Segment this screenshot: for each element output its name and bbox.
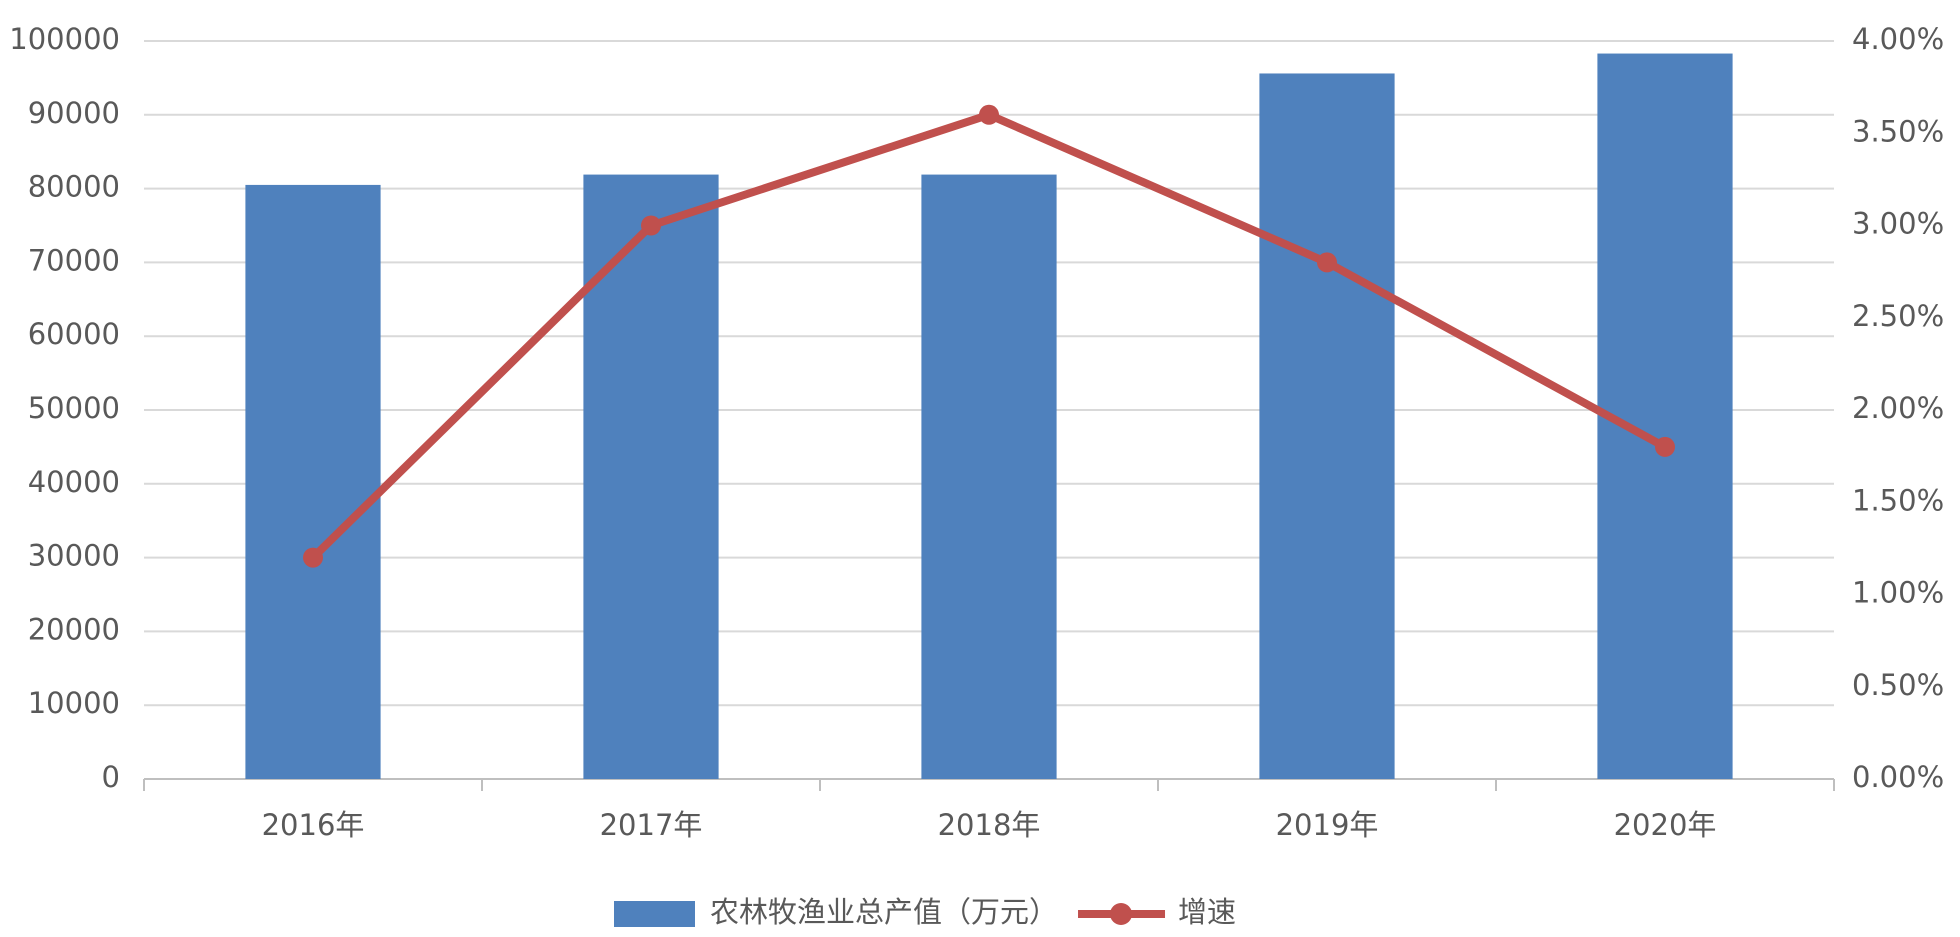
y-tick-label: 30000: [28, 539, 120, 573]
x-tick-label: 2017年: [600, 808, 703, 842]
legend-label: 农林牧渔业总产值（万元）: [710, 895, 1058, 929]
y2-tick-label: 2.00%: [1852, 391, 1944, 425]
x-tick-label: 2020年: [1614, 808, 1717, 842]
y-tick-label: 20000: [28, 612, 120, 646]
x-tick-label: 2019年: [1276, 808, 1379, 842]
y2-tick-label: 1.50%: [1852, 483, 1944, 517]
line-marker: [1655, 436, 1675, 457]
line-marker: [641, 215, 661, 236]
x-tick-label: 2018年: [938, 808, 1041, 842]
line-marker: [1317, 252, 1337, 273]
line-marker: [979, 104, 999, 125]
bar: [1597, 53, 1733, 779]
bar: [583, 174, 719, 779]
x-tick-label: 2016年: [262, 808, 365, 842]
y-tick-label: 70000: [28, 243, 120, 277]
y2-tick-label: 4.00%: [1852, 22, 1944, 56]
y-tick-label: 0: [102, 760, 120, 794]
y2-tick-label: 1.00%: [1852, 576, 1944, 610]
y-tick-label: 60000: [28, 317, 120, 351]
bar: [1259, 73, 1395, 780]
y-tick-label: 80000: [28, 170, 120, 204]
y-tick-label: 40000: [28, 465, 120, 499]
y2-tick-label: 3.50%: [1852, 114, 1944, 148]
legend-marker: [1110, 903, 1133, 925]
y-tick-label: 90000: [28, 96, 120, 130]
y2-tick-label: 0.50%: [1852, 668, 1944, 702]
bar: [921, 174, 1057, 779]
legend-label: 增速: [1178, 895, 1236, 929]
bar: [245, 184, 381, 779]
y-tick-label: 50000: [28, 391, 120, 425]
y2-tick-label: 0.00%: [1852, 760, 1944, 794]
line-marker: [303, 547, 323, 568]
y2-tick-label: 3.00%: [1852, 207, 1944, 241]
y2-tick-label: 2.50%: [1852, 299, 1944, 333]
y-tick-label: 10000: [28, 686, 120, 720]
y-tick-label: 100000: [9, 22, 120, 56]
legend-swatch: [614, 901, 695, 927]
